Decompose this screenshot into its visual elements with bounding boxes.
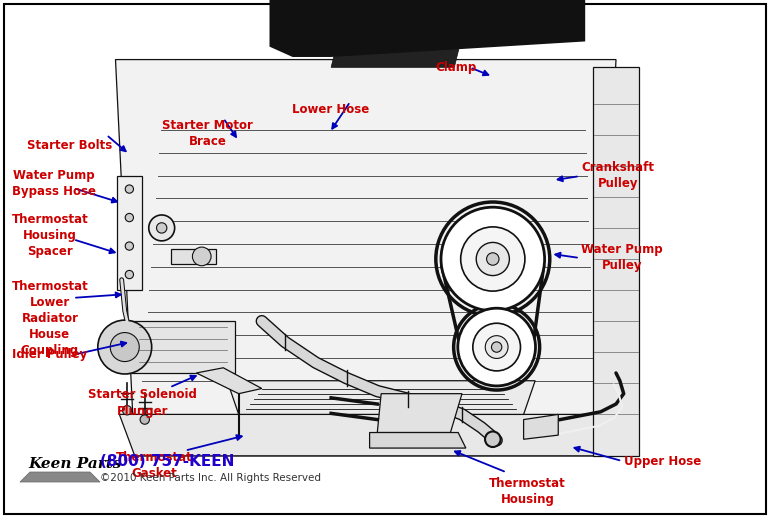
Circle shape xyxy=(473,323,521,371)
Circle shape xyxy=(485,336,508,358)
Circle shape xyxy=(192,247,211,266)
Polygon shape xyxy=(117,176,142,290)
Text: Water Pump
Pulley: Water Pump Pulley xyxy=(581,243,663,272)
Polygon shape xyxy=(377,394,462,433)
Polygon shape xyxy=(119,414,631,456)
Polygon shape xyxy=(370,433,466,448)
Circle shape xyxy=(110,333,139,362)
Circle shape xyxy=(126,185,133,193)
Text: Lower Hose: Lower Hose xyxy=(293,103,370,116)
Polygon shape xyxy=(196,368,262,394)
Circle shape xyxy=(126,242,133,250)
Circle shape xyxy=(476,242,510,276)
Circle shape xyxy=(98,320,152,374)
Text: ©2010 Keen Parts Inc. All Rights Reserved: ©2010 Keen Parts Inc. All Rights Reserve… xyxy=(100,473,321,483)
Circle shape xyxy=(441,207,544,311)
Text: Thermostat
Lower
Radiator
House
Coupling: Thermostat Lower Radiator House Coupling xyxy=(12,280,89,357)
Circle shape xyxy=(126,270,133,279)
Circle shape xyxy=(491,342,502,352)
Polygon shape xyxy=(593,67,639,456)
Polygon shape xyxy=(20,472,100,482)
Polygon shape xyxy=(127,321,235,373)
Polygon shape xyxy=(524,414,558,439)
Polygon shape xyxy=(270,0,585,57)
Text: Starter Motor
Brace: Starter Motor Brace xyxy=(162,119,253,148)
Text: Thermostat
Housing
Spacer: Thermostat Housing Spacer xyxy=(12,213,89,258)
Circle shape xyxy=(156,223,167,233)
Circle shape xyxy=(149,215,175,241)
Polygon shape xyxy=(227,381,535,414)
Text: Starter Bolts: Starter Bolts xyxy=(27,139,112,152)
Text: Starter Solenoid
Plunger: Starter Solenoid Plunger xyxy=(88,388,197,418)
Polygon shape xyxy=(116,60,616,456)
Text: Thermostat
Gasket: Thermostat Gasket xyxy=(116,451,192,480)
Text: Keen Parts: Keen Parts xyxy=(28,457,122,471)
Text: Crankshaft
Pulley: Crankshaft Pulley xyxy=(581,161,654,190)
Circle shape xyxy=(487,253,499,265)
Text: Idler Pulley: Idler Pulley xyxy=(12,348,87,362)
Polygon shape xyxy=(331,36,462,67)
Circle shape xyxy=(126,213,133,222)
Circle shape xyxy=(122,406,132,415)
Text: (800) 757-KEEN: (800) 757-KEEN xyxy=(100,454,234,469)
Circle shape xyxy=(458,308,535,386)
Text: Clamp: Clamp xyxy=(435,61,477,74)
Polygon shape xyxy=(171,249,216,264)
Circle shape xyxy=(140,415,149,424)
Text: Upper Hose: Upper Hose xyxy=(624,454,701,468)
Circle shape xyxy=(460,227,525,291)
Circle shape xyxy=(485,431,501,447)
Text: Water Pump
Bypass Hose: Water Pump Bypass Hose xyxy=(12,169,95,198)
Text: Thermostat
Housing: Thermostat Housing xyxy=(489,477,566,506)
